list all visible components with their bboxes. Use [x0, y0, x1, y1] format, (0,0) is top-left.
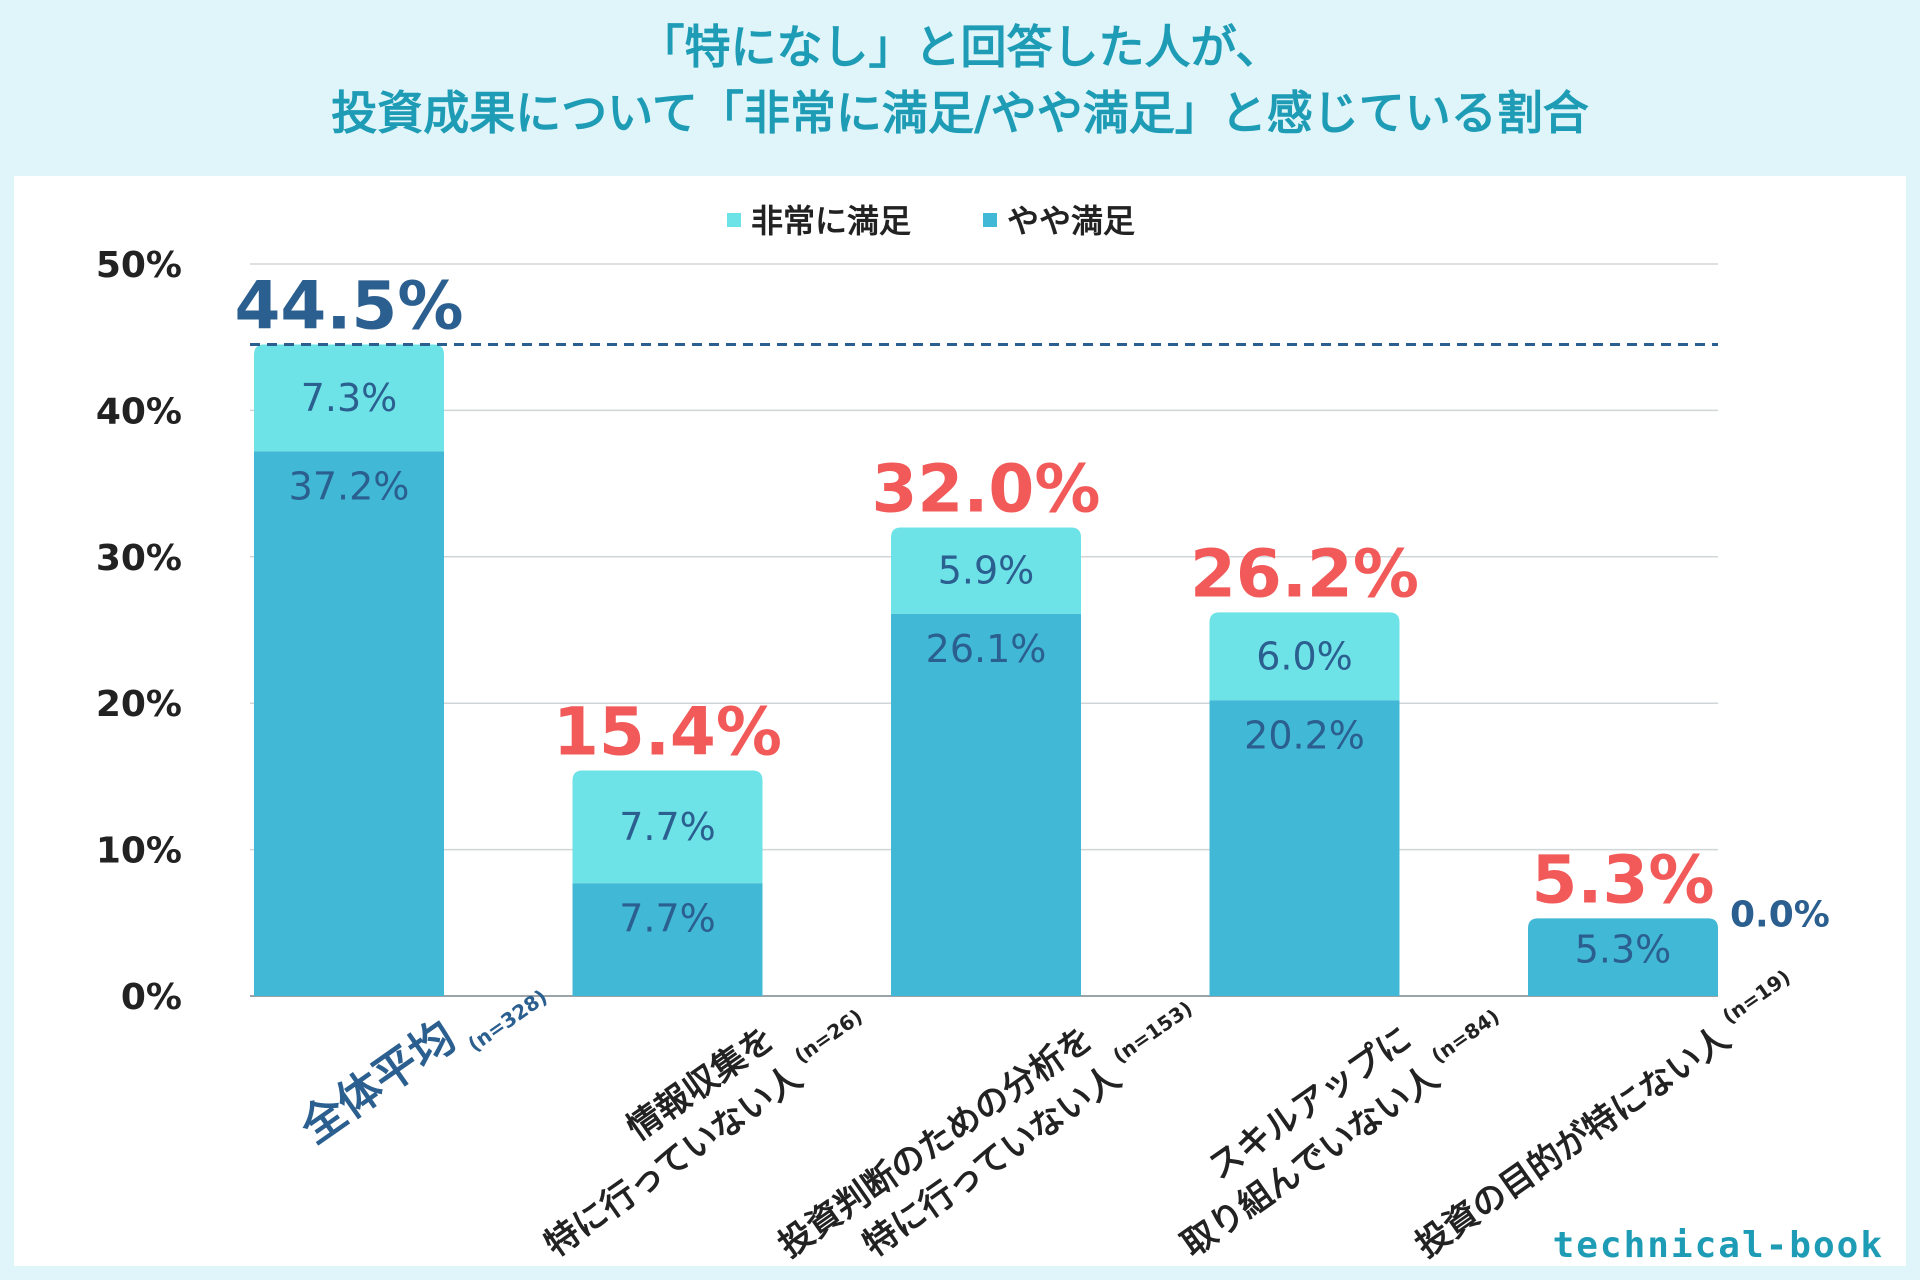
segment-label-somewhat-satisfied: 5.3%	[1575, 927, 1672, 971]
title-line-2: 投資成果について「非常に満足/やや満足」と感じている割合	[331, 86, 1589, 140]
bar-segment-somewhat-satisfied	[1209, 700, 1400, 996]
y-tick-label: 40%	[96, 391, 182, 432]
category-label: 投資の目的が特にない人(n=19)	[1408, 965, 1795, 1266]
y-tick-label: 0%	[121, 977, 182, 1018]
bar-segment-very-satisfied	[891, 527, 1081, 614]
y-tick-label: 50%	[96, 245, 182, 286]
bar-segment-somewhat-satisfied	[891, 613, 1081, 996]
brand-logo: technical-book	[1552, 1225, 1884, 1266]
legend-label-very-satisfied: 非常に満足	[751, 202, 912, 240]
segment-label-very-satisfied: 0.0%	[1730, 894, 1830, 935]
legend-swatch-somewhat-satisfied	[983, 213, 997, 227]
legend-label-somewhat-satisfied: やや満足	[1007, 202, 1136, 240]
category-sample-size: (n=19)	[1718, 965, 1795, 1029]
bar-segment-somewhat-satisfied	[572, 883, 763, 996]
legend-item-somewhat-satisfied: やや満足	[983, 196, 1135, 242]
group-total-label: 32.0%	[872, 451, 1101, 528]
group-total-label: 26.2%	[1190, 535, 1419, 612]
segment-label-somewhat-satisfied: 7.7%	[619, 896, 716, 940]
chart-title: 「特になし」と回答した人が、 投資成果について「非常に満足/やや満足」と感じてい…	[0, 14, 1920, 146]
category-label-line: 全体平均	[291, 1011, 465, 1154]
category-sample-size: (n=84)	[1427, 1004, 1504, 1068]
category-sample-size: (n=26)	[790, 1004, 867, 1068]
average-total-label: 44.5%	[235, 268, 464, 345]
y-tick-label: 30%	[96, 538, 182, 579]
y-tick-label: 20%	[96, 684, 182, 725]
group-total-label: 15.4%	[553, 694, 782, 771]
bar-segment-very-satisfied	[572, 770, 763, 884]
group-total-label: 5.3%	[1531, 841, 1714, 918]
bar-segment-somewhat-satisfied	[254, 451, 444, 997]
legend-swatch-very-satisfied	[727, 213, 741, 227]
bar-segment-very-satisfied	[254, 344, 444, 452]
segment-label-very-satisfied: 5.9%	[938, 549, 1035, 593]
y-tick-label: 10%	[96, 831, 182, 872]
bar-segment-very-satisfied	[1209, 612, 1400, 701]
legend-item-very-satisfied: 非常に満足	[727, 196, 911, 242]
title-line-1: 「特になし」と回答した人が、	[638, 20, 1282, 74]
segment-label-very-satisfied: 6.0%	[1256, 634, 1353, 678]
segment-label-very-satisfied: 7.7%	[619, 805, 716, 849]
segment-label-very-satisfied: 7.3%	[301, 376, 398, 420]
segment-label-somewhat-satisfied: 20.2%	[1244, 713, 1365, 757]
category-sample-size: (n=153)	[1108, 996, 1196, 1068]
bar-segment-somewhat-satisfied	[1528, 918, 1718, 996]
segment-label-somewhat-satisfied: 37.2%	[289, 464, 410, 508]
segment-label-somewhat-satisfied: 26.1%	[926, 627, 1047, 671]
